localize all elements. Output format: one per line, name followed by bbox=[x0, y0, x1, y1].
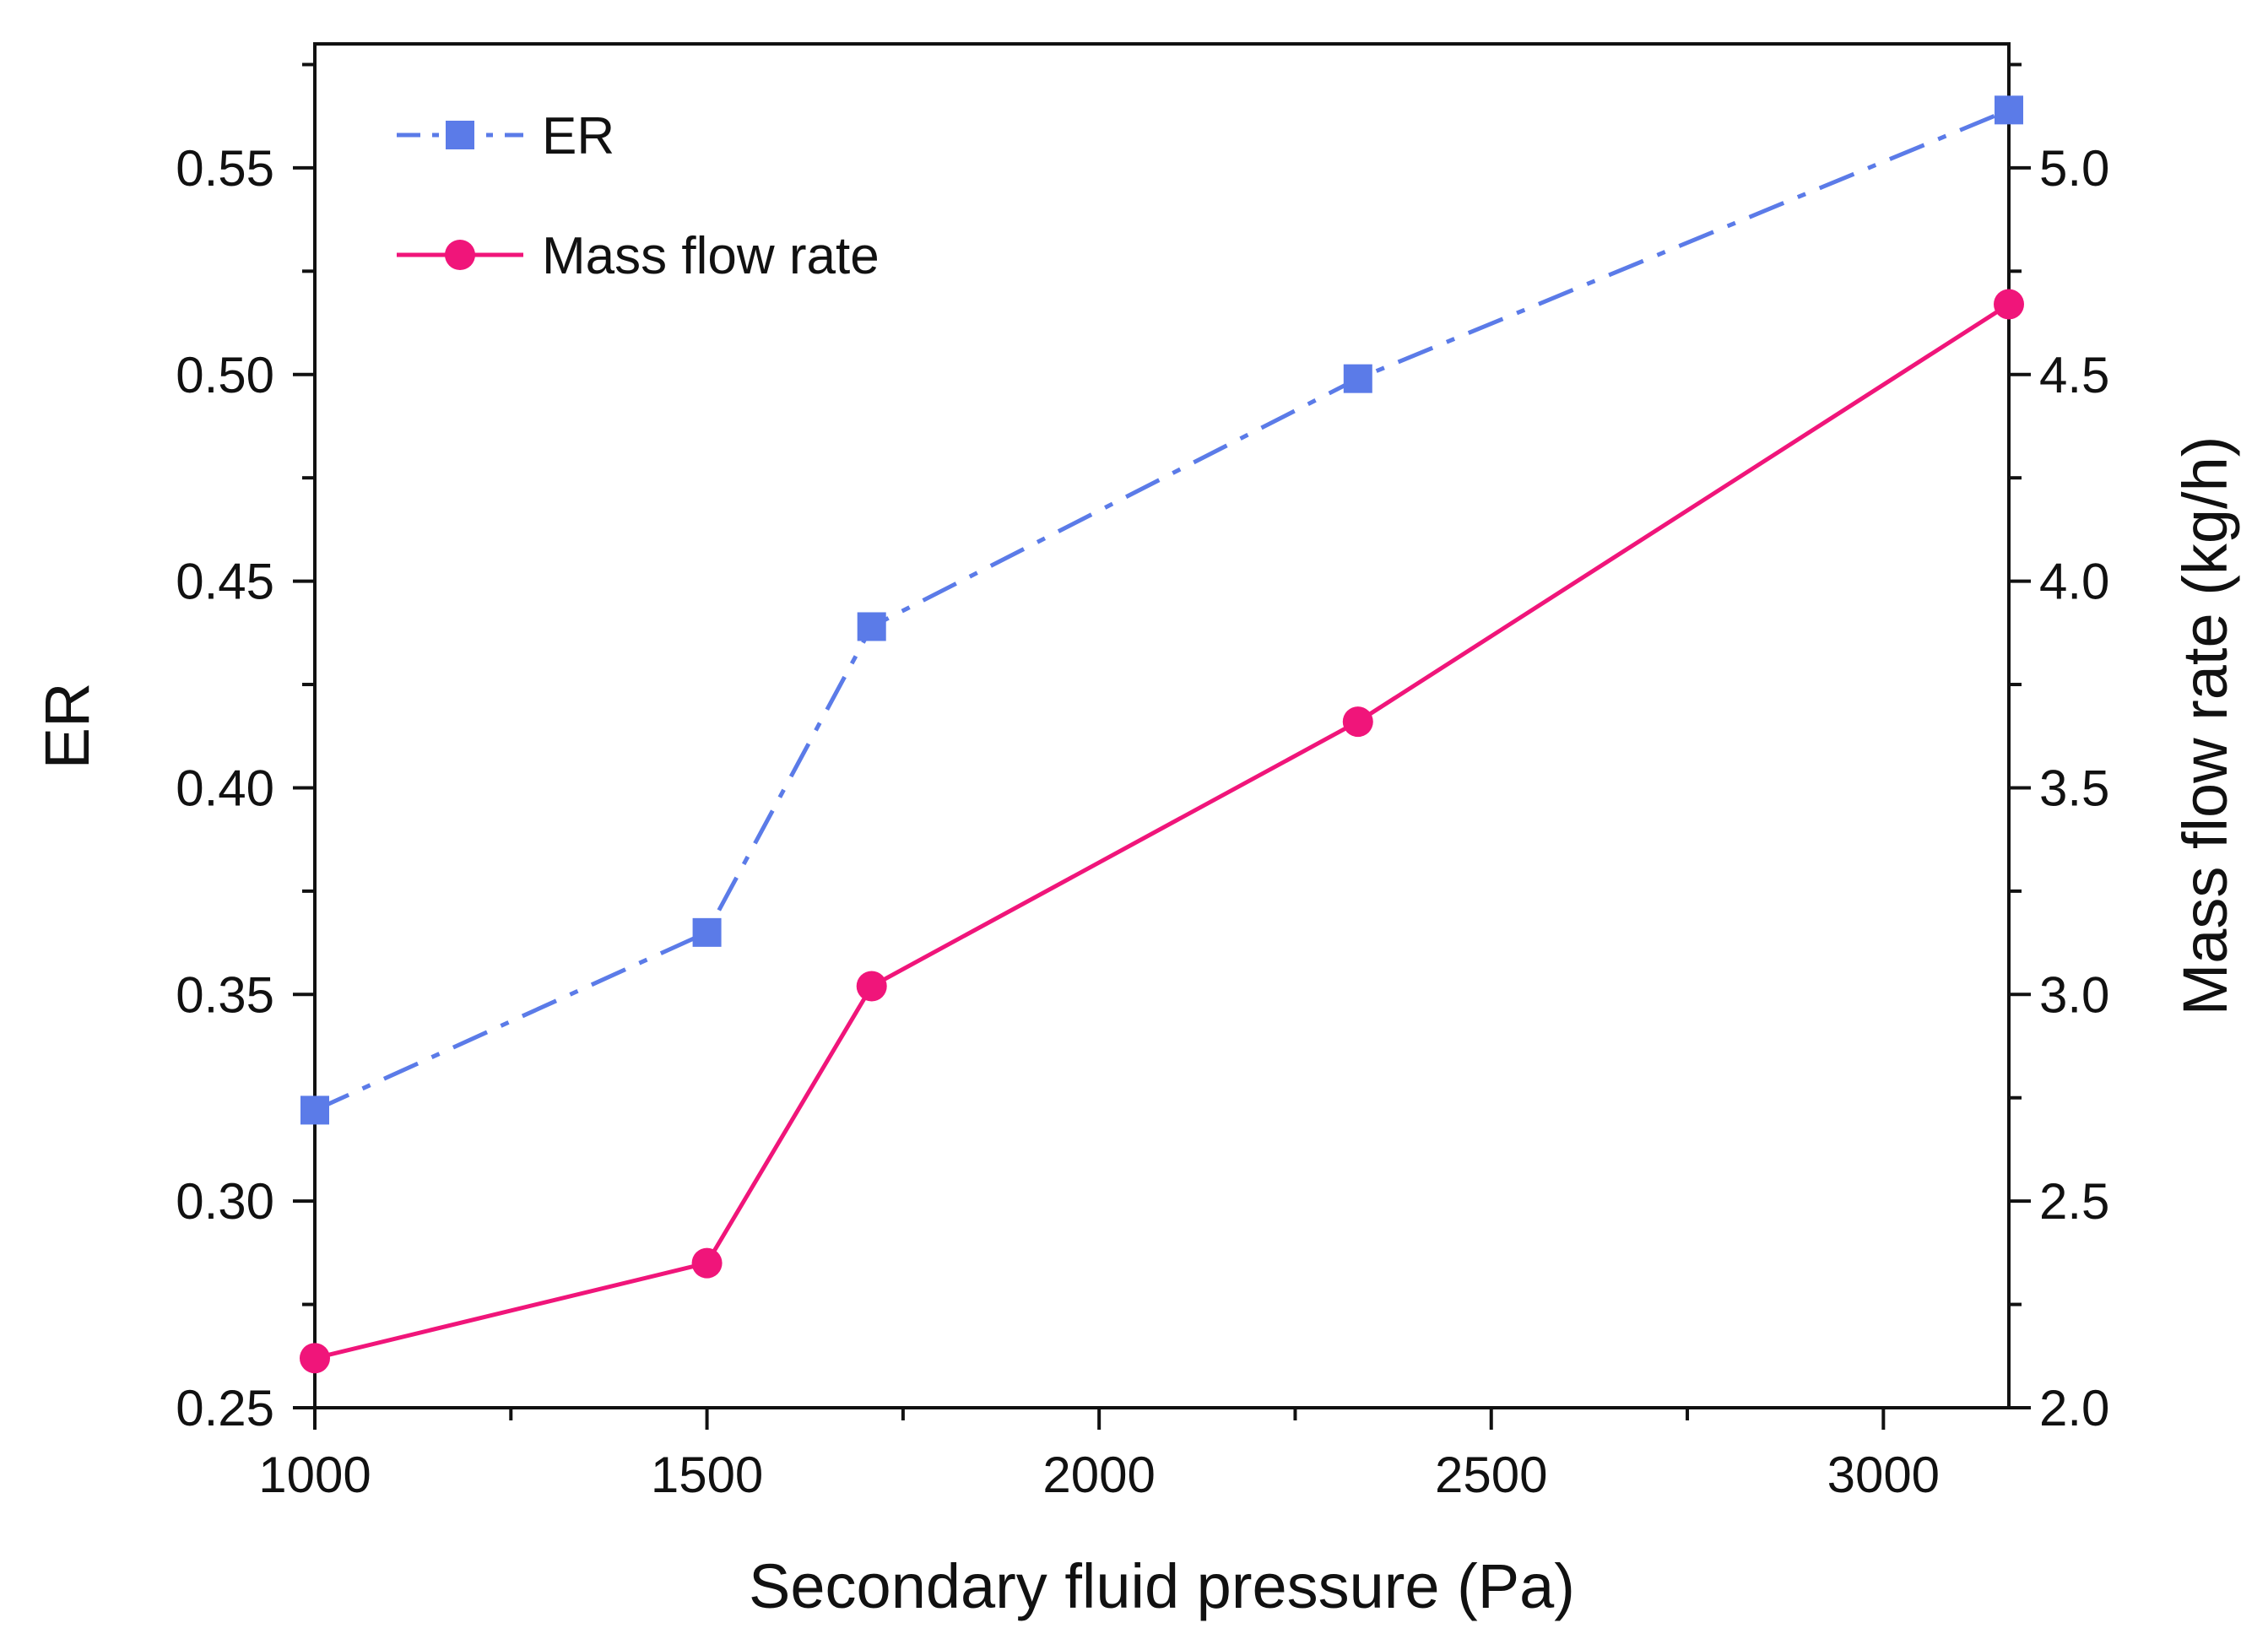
data-point-er bbox=[300, 1095, 329, 1125]
legend-item-mass-flow-rate: Mass flow rate bbox=[397, 227, 880, 285]
y-axis-right: 2.0 2.5 3.0 3.5 4.0 4.5 5.0 bbox=[2009, 62, 2109, 1436]
y2-tick-label: 3.0 bbox=[2039, 966, 2109, 1023]
x-axis-title: Secondary fluid pressure (Pa) bbox=[749, 1551, 1575, 1621]
plot-frame bbox=[313, 42, 2011, 1409]
y-tick-label: 0.25 bbox=[176, 1380, 274, 1436]
data-point-mass-flow-rate bbox=[691, 1247, 723, 1279]
y2-tick-label: 3.5 bbox=[2039, 760, 2109, 816]
legend-marker-er bbox=[446, 121, 474, 149]
legend-label-er: ER bbox=[542, 107, 614, 165]
series-line-mass-flow-rate bbox=[314, 302, 2011, 1360]
x-tick-label: 2000 bbox=[1042, 1447, 1155, 1503]
y-axis-title-left: ER bbox=[32, 683, 102, 770]
y-tick-label: 0.30 bbox=[176, 1173, 274, 1230]
legend-label-mass-flow-rate: Mass flow rate bbox=[542, 227, 880, 285]
y2-tick-label: 2.5 bbox=[2039, 1173, 2109, 1230]
y-tick-label: 0.55 bbox=[176, 140, 274, 197]
y2-tick-label: 5.0 bbox=[2039, 140, 2109, 197]
x-axis: 1000 1500 2000 2500 3000 bbox=[258, 1408, 1940, 1503]
y2-tick-label: 2.0 bbox=[2039, 1380, 2109, 1436]
data-point-mass-flow-rate bbox=[1994, 289, 2024, 320]
x-tick-label: 1500 bbox=[651, 1447, 763, 1503]
legend: ER Mass flow rate bbox=[397, 107, 880, 285]
data-point-er bbox=[857, 612, 886, 641]
y-tick-label: 0.50 bbox=[176, 347, 274, 403]
data-point-er bbox=[1995, 95, 2023, 125]
y2-tick-label: 4.0 bbox=[2039, 554, 2109, 610]
data-point-er bbox=[692, 917, 722, 947]
y-axis-title-right: Mass flow rate (kg/h) bbox=[2170, 436, 2240, 1016]
legend-item-er: ER bbox=[397, 107, 614, 165]
data-point-mass-flow-rate bbox=[300, 1343, 330, 1374]
legend-marker-mass-flow-rate bbox=[445, 240, 475, 270]
x-tick-label: 1000 bbox=[258, 1447, 371, 1503]
y-axis-left: 0.25 0.30 0.35 0.40 0.45 0.50 0.55 bbox=[176, 62, 315, 1436]
data-point-mass-flow-rate bbox=[856, 971, 887, 1002]
y-tick-label: 0.40 bbox=[176, 760, 274, 816]
plot-area bbox=[313, 42, 2011, 1409]
y-tick-label: 0.35 bbox=[176, 966, 274, 1023]
data-point-er bbox=[1343, 364, 1372, 393]
y-tick-label: 0.45 bbox=[176, 554, 274, 610]
x-tick-label: 2500 bbox=[1435, 1447, 1547, 1503]
data-point-mass-flow-rate bbox=[1342, 706, 1373, 738]
y2-tick-label: 4.5 bbox=[2039, 347, 2109, 403]
series-layer bbox=[300, 95, 2024, 1374]
x-tick-label: 3000 bbox=[1827, 1447, 1940, 1503]
